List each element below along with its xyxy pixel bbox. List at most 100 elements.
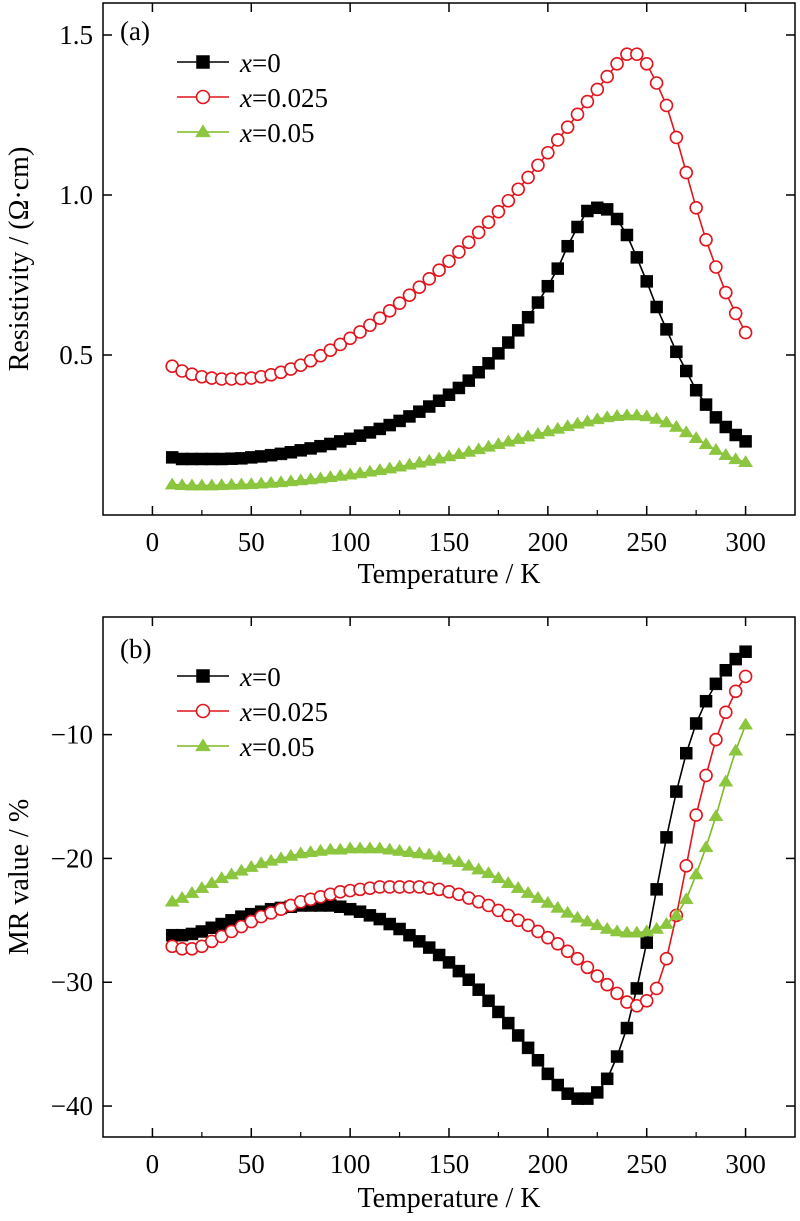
data-point — [609, 924, 625, 937]
data-point — [461, 858, 477, 871]
data-point — [610, 986, 624, 1001]
data-point — [164, 477, 180, 490]
data-point — [738, 717, 754, 730]
data-point — [511, 324, 525, 337]
data-point — [679, 859, 694, 873]
data-point — [639, 994, 654, 1008]
data-point — [511, 182, 526, 197]
data-point — [353, 325, 367, 339]
data-point — [739, 435, 752, 448]
x-tick-label: 100 — [330, 1149, 371, 1179]
data-point — [688, 431, 704, 443]
data-point — [560, 944, 575, 959]
data-point — [670, 785, 683, 798]
data-point — [333, 337, 348, 352]
legend-marker — [196, 669, 210, 683]
data-point — [521, 310, 535, 324]
data-point — [699, 233, 713, 247]
data-point — [204, 478, 220, 491]
data-point — [283, 474, 299, 487]
x-tick-label: 200 — [528, 1149, 569, 1179]
legend-value: =0.025 — [252, 697, 328, 727]
data-point — [194, 478, 210, 491]
legend-item: x=0.025 — [177, 697, 328, 727]
data-point — [709, 677, 723, 691]
data-point — [650, 300, 663, 314]
data-point — [590, 82, 605, 97]
y-tick-label: −40 — [51, 1091, 93, 1121]
data-point — [570, 910, 585, 923]
data-point — [738, 325, 753, 340]
data-point — [471, 225, 486, 240]
data-point — [580, 94, 595, 109]
legend-marker — [195, 124, 211, 138]
data-point — [561, 239, 574, 253]
x-tick-label: 300 — [725, 1149, 766, 1179]
data-point — [719, 663, 733, 677]
data-point — [431, 850, 447, 862]
data-point — [610, 56, 624, 71]
data-point — [629, 925, 645, 938]
legend-item: x=0.05 — [177, 118, 314, 148]
data-point — [243, 859, 259, 872]
data-point — [372, 841, 388, 854]
y-axis-title-a: Resistivity / (Ω·cm) — [4, 147, 35, 372]
data-point — [728, 452, 744, 465]
data-point — [570, 951, 585, 966]
x-tick-label: 250 — [626, 527, 667, 557]
data-point — [620, 1021, 634, 1035]
data-point — [184, 478, 200, 491]
legend-var: x — [239, 732, 252, 762]
legend-label: x=0 — [239, 662, 281, 692]
series-layer-b — [164, 645, 754, 1105]
x-tick-label: 0 — [146, 1149, 160, 1179]
data-point — [521, 1041, 535, 1055]
x-tick-label: 250 — [626, 1149, 667, 1179]
data-point — [729, 652, 742, 666]
data-point — [718, 705, 733, 720]
data-point — [550, 900, 566, 913]
y-tick-label: 0.5 — [59, 340, 93, 370]
data-point — [411, 846, 427, 859]
data-point — [728, 684, 743, 699]
data-point — [660, 831, 673, 844]
data-point — [698, 840, 714, 853]
data-point — [482, 357, 495, 370]
data-point — [738, 669, 753, 684]
grid-ticks-a: 0 50 100 150 200 250 300 0.5 1.0 1.5 — [59, 3, 795, 557]
data-point — [541, 1067, 555, 1081]
data-point — [342, 841, 358, 854]
data-point — [531, 1053, 545, 1067]
data-point — [510, 880, 526, 893]
data-point — [738, 455, 754, 467]
y-tick-label: −30 — [51, 967, 93, 997]
data-point — [600, 203, 614, 216]
data-point — [372, 311, 387, 326]
data-point — [579, 914, 595, 927]
data-point — [491, 204, 506, 219]
y-tick-label: −20 — [51, 843, 93, 873]
data-point — [164, 894, 180, 907]
data-point — [471, 862, 487, 875]
data-point — [649, 981, 664, 996]
data-point — [243, 477, 259, 490]
data-point — [461, 235, 476, 250]
data-point — [452, 245, 466, 259]
data-point — [422, 272, 437, 286]
data-point — [708, 442, 724, 455]
data-point — [530, 890, 546, 903]
data-point — [678, 892, 694, 905]
x-tick-label: 0 — [146, 527, 160, 557]
data-point — [303, 845, 319, 858]
x-axis-title-b: Temperature / K — [357, 1183, 540, 1214]
data-point — [580, 960, 595, 975]
data-point — [640, 936, 653, 949]
data-point — [660, 323, 673, 336]
data-point — [709, 260, 723, 274]
data-point — [599, 921, 615, 934]
data-point — [412, 280, 427, 294]
x-axis-title-a: Temperature / K — [357, 559, 540, 590]
y-tick-label: 1.0 — [59, 180, 93, 210]
y-axis-title-b: MR value / % — [4, 799, 35, 955]
legend-marker — [195, 738, 211, 752]
